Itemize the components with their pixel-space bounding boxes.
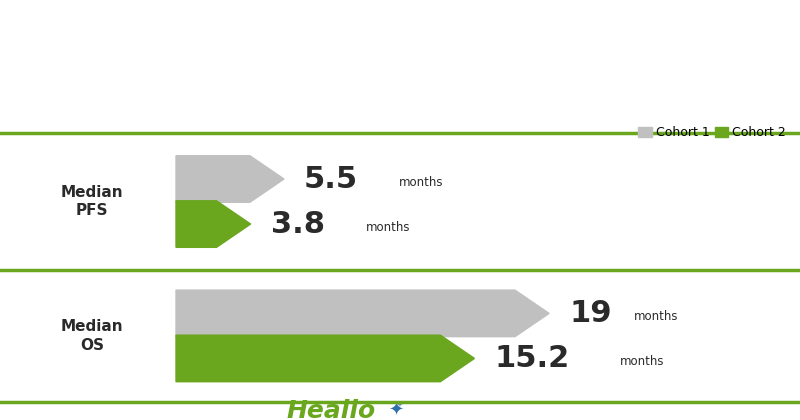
Text: Healio: Healio bbox=[287, 399, 376, 420]
Text: Survival outcomes with nivolumab plus ipilimumab: Survival outcomes with nivolumab plus ip… bbox=[109, 36, 691, 55]
Text: months: months bbox=[620, 355, 665, 368]
Text: 19: 19 bbox=[569, 299, 612, 328]
Text: months: months bbox=[366, 220, 410, 234]
Text: Median
OS: Median OS bbox=[61, 319, 123, 353]
Text: 5.5: 5.5 bbox=[304, 165, 358, 194]
Polygon shape bbox=[176, 335, 474, 382]
Polygon shape bbox=[176, 290, 549, 337]
Text: Median
PFS: Median PFS bbox=[61, 185, 123, 218]
Text: ✦: ✦ bbox=[397, 402, 403, 407]
Text: ✦: ✦ bbox=[388, 402, 403, 420]
Text: months: months bbox=[634, 310, 678, 323]
Legend: Cohort 1, Cohort 2: Cohort 1, Cohort 2 bbox=[638, 126, 786, 139]
Text: for advanced prostate cancer: for advanced prostate cancer bbox=[232, 80, 568, 99]
Polygon shape bbox=[176, 201, 250, 247]
Polygon shape bbox=[176, 156, 284, 202]
Text: 15.2: 15.2 bbox=[494, 344, 570, 373]
Text: 3.8: 3.8 bbox=[270, 210, 325, 239]
Text: months: months bbox=[399, 176, 444, 189]
